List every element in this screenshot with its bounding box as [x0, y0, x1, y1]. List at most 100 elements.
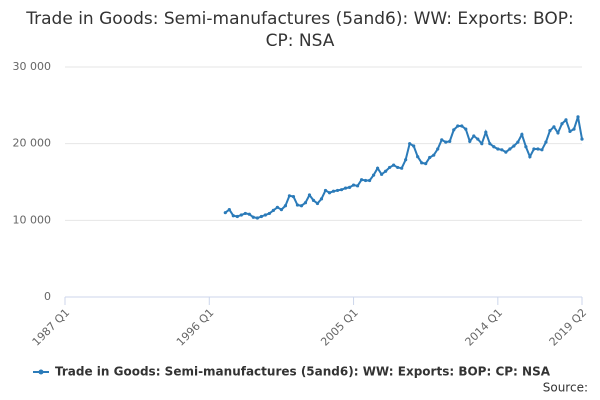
point	[404, 158, 408, 162]
point	[319, 197, 324, 201]
point	[520, 132, 524, 137]
chart-title: Trade in Goods: Semi-manufactures (5and6…	[26, 9, 574, 51]
point	[295, 203, 300, 207]
point	[440, 138, 444, 142]
legend-label: Trade in Goods: Semi-manufactures (5and6…	[55, 365, 551, 379]
point	[327, 191, 332, 195]
point	[303, 201, 308, 205]
point	[420, 161, 424, 165]
point	[572, 127, 576, 131]
point	[524, 145, 528, 149]
point	[371, 173, 376, 177]
point	[343, 186, 348, 190]
point	[307, 193, 312, 197]
point	[279, 208, 284, 212]
point	[263, 213, 267, 217]
point	[331, 189, 336, 193]
point	[512, 144, 516, 148]
source: Source:	[543, 381, 588, 395]
x-tick-label: 1996 Q1	[174, 306, 217, 349]
point	[247, 212, 251, 216]
point	[416, 155, 420, 159]
point	[428, 155, 432, 160]
point	[460, 124, 464, 128]
point	[504, 150, 508, 154]
point	[380, 172, 384, 176]
point	[500, 148, 504, 152]
legend-marker	[38, 369, 44, 375]
point	[392, 163, 396, 167]
point	[536, 147, 540, 151]
point	[552, 125, 556, 129]
point	[283, 204, 288, 208]
point	[488, 142, 492, 146]
point	[351, 183, 356, 187]
point	[548, 129, 552, 133]
point	[492, 145, 496, 149]
point	[560, 122, 564, 126]
point	[456, 124, 460, 128]
point	[516, 140, 520, 144]
point	[424, 162, 428, 166]
point	[480, 142, 484, 146]
point	[275, 205, 280, 209]
point	[223, 211, 227, 215]
x-tick-label: 2019 Q2	[547, 306, 590, 349]
point	[355, 184, 360, 188]
y-tick-label: 20 000	[13, 137, 52, 150]
x-tick-label: 1987 Q1	[30, 306, 73, 349]
point	[564, 118, 568, 122]
point	[251, 215, 255, 219]
point	[359, 178, 364, 182]
point	[556, 131, 560, 135]
point	[235, 214, 239, 219]
point	[528, 155, 532, 159]
point	[299, 204, 304, 208]
point	[576, 115, 580, 119]
point	[508, 147, 512, 151]
point	[311, 198, 316, 202]
point	[532, 147, 536, 151]
point	[291, 194, 296, 199]
point	[376, 166, 380, 170]
series-line	[224, 116, 583, 220]
point	[432, 153, 436, 157]
point	[468, 139, 472, 143]
point	[335, 188, 340, 193]
point	[444, 140, 448, 144]
x-tick-label: 2005 Q1	[318, 306, 361, 349]
point	[484, 130, 488, 134]
point	[315, 201, 320, 206]
point	[580, 137, 584, 141]
point	[227, 208, 231, 212]
point	[436, 147, 440, 151]
point	[271, 208, 276, 212]
point	[396, 165, 400, 170]
point	[496, 147, 500, 151]
point	[267, 211, 271, 216]
y-tick-label: 10 000	[13, 213, 52, 226]
point	[259, 214, 263, 219]
point	[452, 128, 456, 132]
point	[231, 214, 235, 218]
point	[243, 211, 247, 216]
point	[363, 178, 368, 183]
point	[412, 144, 416, 148]
point	[347, 185, 352, 189]
point	[472, 134, 476, 138]
point	[287, 194, 292, 198]
point	[448, 139, 452, 143]
x-tick-label: 2014 Q1	[463, 306, 506, 349]
point	[568, 129, 572, 133]
point	[339, 188, 344, 192]
point	[408, 142, 412, 146]
point	[367, 178, 372, 183]
point	[476, 137, 480, 141]
point	[388, 165, 392, 170]
point	[540, 148, 544, 152]
point	[384, 169, 388, 173]
y-tick-label: 0	[44, 290, 51, 303]
point	[400, 166, 404, 170]
